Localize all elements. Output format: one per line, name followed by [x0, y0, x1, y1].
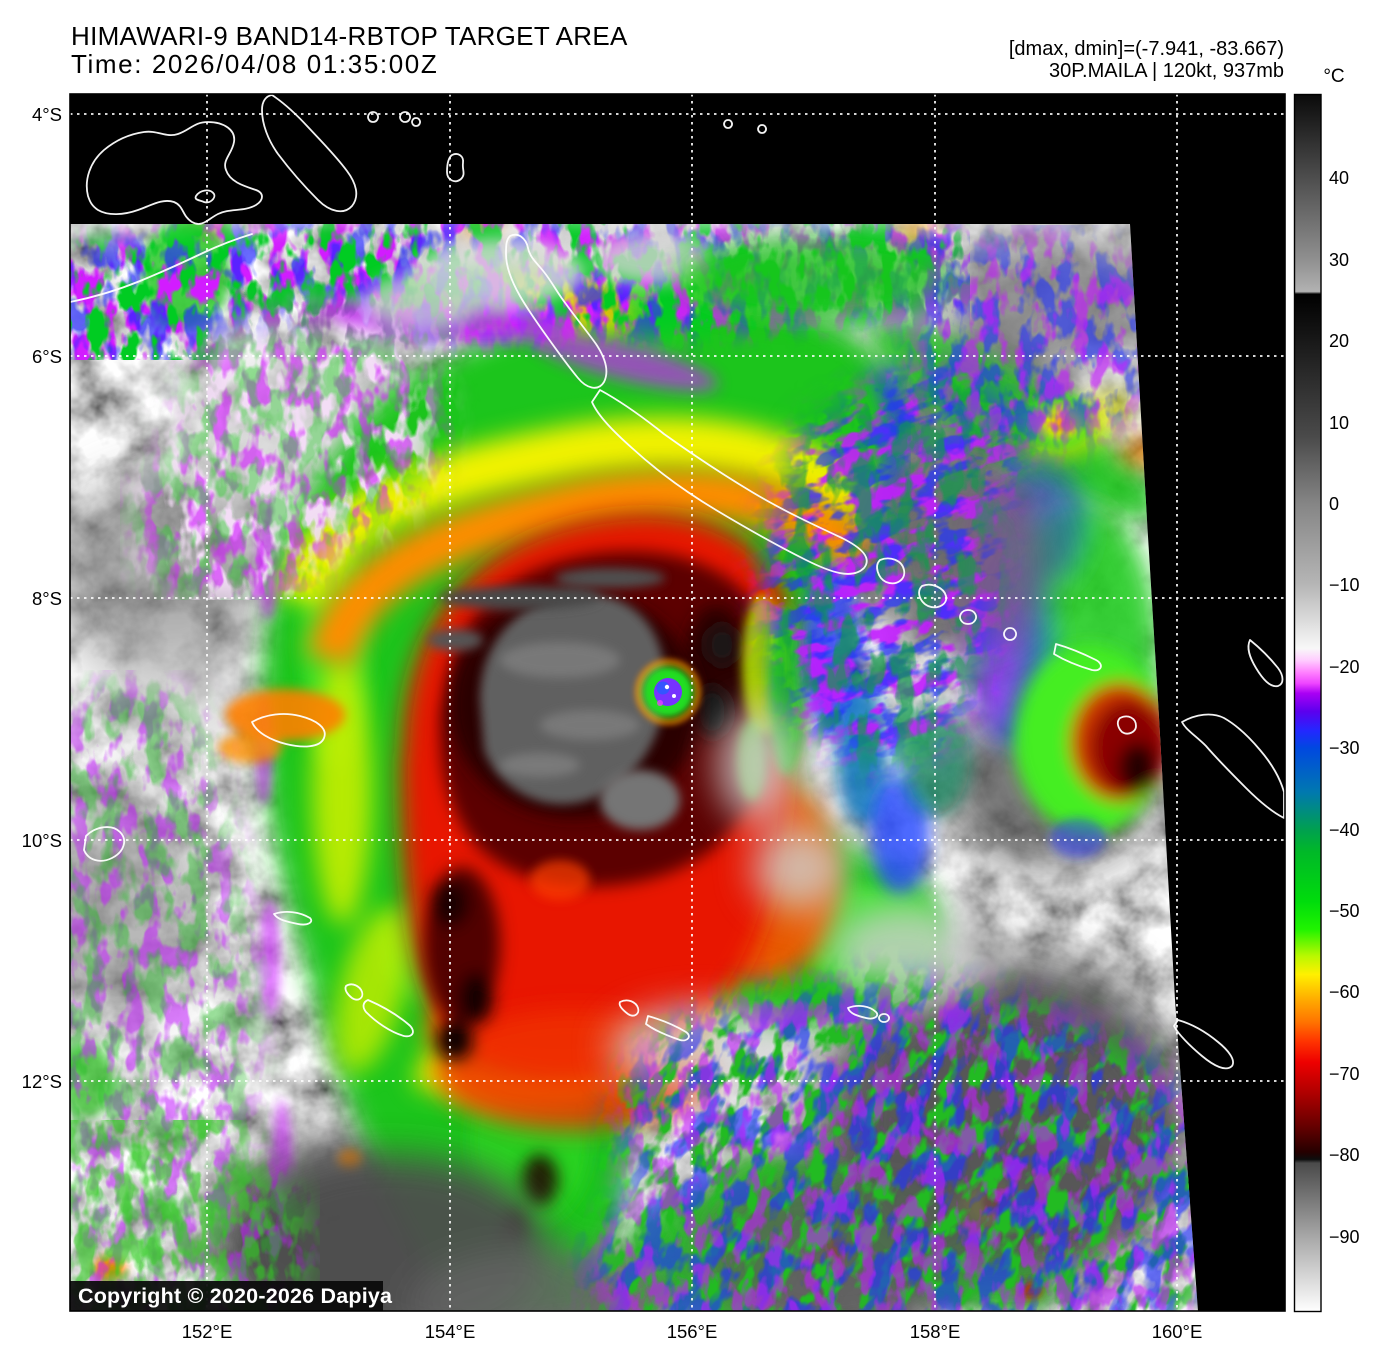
svg-text:−80: −80 — [1329, 1145, 1360, 1165]
svg-text:156°E: 156°E — [667, 1321, 718, 1342]
svg-text:10°S: 10°S — [22, 830, 62, 851]
svg-text:20: 20 — [1329, 331, 1349, 351]
svg-text:Copyright © 2020-2026 Dapiya: Copyright © 2020-2026 Dapiya — [78, 1284, 393, 1308]
svg-text:−30: −30 — [1329, 738, 1360, 758]
svg-text:−90: −90 — [1329, 1227, 1360, 1247]
svg-text:−60: −60 — [1329, 982, 1360, 1002]
svg-text:154°E: 154°E — [425, 1321, 476, 1342]
svg-text:30P.MAILA | 120kt, 937mb: 30P.MAILA | 120kt, 937mb — [1049, 60, 1284, 82]
svg-text:−40: −40 — [1329, 820, 1360, 840]
svg-text:[dmax, dmin]=(-7.941, -83.667): [dmax, dmin]=(-7.941, -83.667) — [1009, 38, 1284, 60]
svg-text:40: 40 — [1329, 168, 1349, 188]
svg-text:−20: −20 — [1329, 657, 1360, 677]
svg-text:Time: 2026/04/08 01:35:00Z: Time: 2026/04/08 01:35:00Z — [71, 49, 438, 79]
svg-text:158°E: 158°E — [910, 1321, 961, 1342]
svg-text:−50: −50 — [1329, 901, 1360, 921]
svg-text:0: 0 — [1329, 494, 1339, 514]
svg-text:4°S: 4°S — [32, 104, 62, 125]
svg-text:−70: −70 — [1329, 1064, 1360, 1084]
svg-text:−10: −10 — [1329, 575, 1360, 595]
svg-text:HIMAWARI-9 BAND14-RBTOP TARGET: HIMAWARI-9 BAND14-RBTOP TARGET AREA — [71, 21, 628, 51]
svg-text:152°E: 152°E — [182, 1321, 233, 1342]
svg-text:30: 30 — [1329, 250, 1349, 270]
svg-text:160°E: 160°E — [1152, 1321, 1203, 1342]
svg-text:10: 10 — [1329, 413, 1349, 433]
svg-text:8°S: 8°S — [32, 588, 62, 609]
svg-text:°C: °C — [1323, 66, 1344, 87]
svg-text:12°S: 12°S — [22, 1071, 62, 1092]
svg-text:6°S: 6°S — [32, 346, 62, 367]
